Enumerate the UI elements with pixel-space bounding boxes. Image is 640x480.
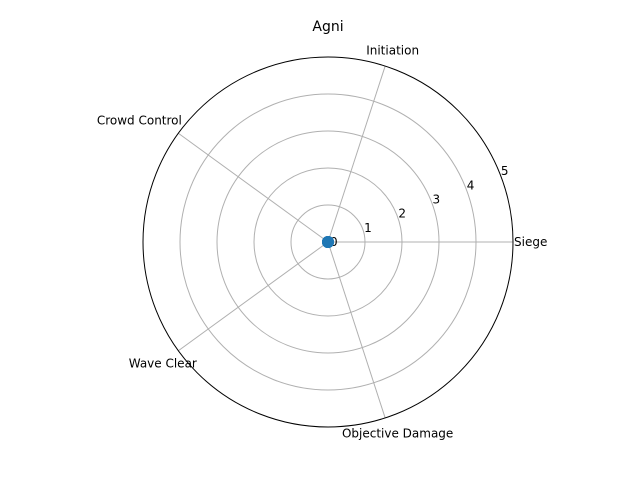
category-label-layer: Siege Initiation Crowd Control Wave Clear Ob…	[97, 43, 547, 440]
series-layer	[322, 236, 334, 248]
category-label: Siege	[514, 235, 547, 249]
chart-title: Agni	[312, 19, 343, 35]
r-tick-label: 5	[501, 164, 509, 178]
grid-spoke	[327, 241, 386, 419]
series-point	[322, 236, 334, 248]
category-label: Crowd Control	[97, 114, 182, 128]
frame-layer	[142, 56, 514, 428]
r-tick-label: 1	[364, 221, 372, 235]
polar-frame	[142, 56, 514, 428]
r-tick-label: 4	[467, 178, 475, 192]
r-tick-label: 3	[433, 193, 441, 207]
grid-spoke	[178, 241, 329, 352]
grid-spoke	[327, 65, 386, 243]
category-label: Objective Damage	[342, 427, 453, 441]
spoke-layer	[178, 65, 513, 419]
grid-spoke	[178, 132, 329, 243]
category-label: Wave Clear	[129, 356, 197, 370]
r-tick-label: 2	[398, 207, 406, 221]
category-label: Initiation	[366, 43, 419, 57]
